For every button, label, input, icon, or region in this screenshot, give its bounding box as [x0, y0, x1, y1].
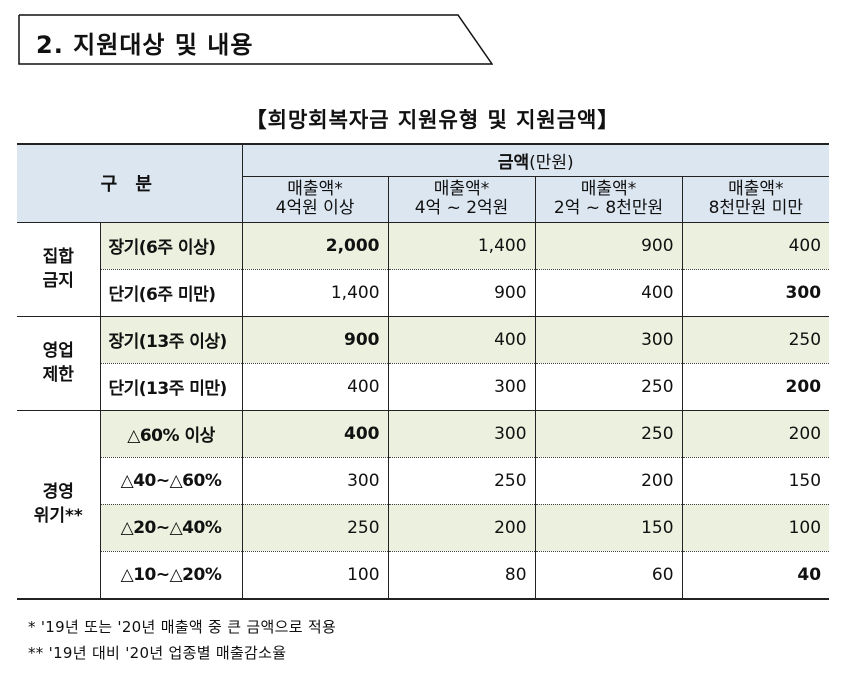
column-header: 매출액* 8천만원 미만 — [681, 175, 830, 223]
amount-header: 금액(만원) — [241, 143, 830, 177]
amount-label: 금액 — [497, 152, 530, 173]
column-header-line2: 4억 ~ 2억원 — [414, 198, 509, 218]
table-cell: 300 — [387, 362, 536, 411]
table-cell: 200 — [387, 503, 536, 552]
section-title: 2. 지원대상 및 내용 — [36, 31, 254, 59]
group-label-line2: 제한 — [42, 365, 74, 385]
footnote: * '19년 또는 '20년 매출액 중 큰 금액으로 적용 — [28, 618, 337, 636]
table-row: 단기(13주 미만) 400 300 250 200 — [17, 362, 830, 411]
table-cell: 60 — [534, 550, 683, 599]
row-label: 장기(13주 이상) — [99, 315, 243, 364]
header-row-2: 매출액* 4억원 이상 매출액* 4억 ~ 2억원 매출액* 2억 ~ 8천만원 매출… — [17, 175, 830, 223]
group-label-line1: 집합 — [42, 247, 74, 267]
table-cell: 150 — [534, 503, 683, 552]
table-cell: 40 — [681, 550, 830, 599]
table-cell: 200 — [681, 362, 830, 411]
amount-unit: (만원) — [529, 152, 574, 173]
table-cell: 400 — [241, 409, 389, 458]
table-cell: 80 — [387, 550, 536, 599]
table-row: △40~△60% 300 250 200 150 — [17, 456, 830, 505]
category-header: 구 분 — [17, 143, 243, 223]
column-header: 매출액* 4억 ~ 2억원 — [387, 175, 536, 223]
table-cell: 400 — [534, 268, 683, 317]
table-cell: 300 — [241, 456, 389, 505]
table-cell: 250 — [387, 456, 536, 505]
table-cell: 400 — [241, 362, 389, 411]
table-cell: 400 — [681, 221, 830, 270]
group-label-line2: 금지 — [42, 271, 74, 291]
group-label-line2: 위기** — [33, 506, 83, 526]
column-header-line1: 매출액* — [580, 179, 637, 199]
table-cell: 900 — [534, 221, 683, 270]
table-cell: 100 — [681, 503, 830, 552]
table-cell: 300 — [534, 315, 683, 364]
table-cell: 900 — [387, 268, 536, 317]
footnotes: * '19년 또는 '20년 매출액 중 큰 금액으로 적용 ** '19년 대… — [28, 614, 336, 666]
table-cell: 900 — [241, 315, 389, 364]
row-label: △40~△60% — [99, 456, 243, 505]
table-cell: 100 — [241, 550, 389, 599]
table-row: △20~△40% 250 200 150 100 — [17, 503, 830, 552]
table-cell: 300 — [387, 409, 536, 458]
column-header-line2: 8천만원 미만 — [708, 198, 803, 218]
section-header: 2. 지원대상 및 내용 — [18, 14, 493, 66]
row-label: 단기(6주 미만) — [99, 268, 243, 317]
table-cell: 150 — [681, 456, 830, 505]
table-row: △10~△20% 100 80 60 40 — [17, 550, 830, 599]
column-header-line1: 매출액* — [433, 179, 490, 199]
group-label-line1: 영업 — [42, 341, 74, 361]
table-cell: 250 — [534, 409, 683, 458]
table-cell: 250 — [534, 362, 683, 411]
column-header: 매출액* 2억 ~ 8천만원 — [534, 175, 683, 223]
row-label: △10~△20% — [99, 550, 243, 599]
column-header: 매출액* 4억원 이상 — [241, 175, 389, 223]
table-cell: 1,400 — [387, 221, 536, 270]
table-title: 【희망회복자금 지원유형 및 지원금액】 — [245, 108, 620, 132]
row-label: 장기(6주 이상) — [99, 221, 243, 270]
table-cell: 250 — [241, 503, 389, 552]
table-row: 단기(6주 미만) 1,400 900 400 300 — [17, 268, 830, 317]
row-label: 단기(13주 미만) — [99, 362, 243, 411]
group-label-line1: 경영 — [42, 482, 74, 502]
table-cell: 400 — [387, 315, 536, 364]
column-header-line2: 2억 ~ 8천만원 — [553, 198, 664, 218]
column-header-line2: 4억원 이상 — [275, 198, 355, 218]
support-amount-table: 구 분 금액(만원) 매출액* 4억원 이상 매출액* 4억 ~ 2억원 매출액* 2… — [17, 143, 830, 600]
footnote: ** '19년 대비 '20년 업종별 매출감소율 — [28, 644, 287, 662]
row-label: △20~△40% — [99, 503, 243, 552]
table-cell: 200 — [534, 456, 683, 505]
row-label: △60% 이상 — [99, 409, 243, 458]
section-tab-shape — [18, 14, 493, 65]
column-header-line1: 매출액* — [287, 179, 343, 199]
table-cell: 200 — [681, 409, 830, 458]
table-cell: 1,400 — [241, 268, 389, 317]
column-header-line1: 매출액* — [728, 179, 784, 199]
table-cell: 250 — [681, 315, 830, 364]
table-cell: 2,000 — [241, 221, 389, 270]
header-row-1: 구 분 금액(만원) — [17, 143, 830, 223]
table-cell: 300 — [681, 268, 830, 317]
